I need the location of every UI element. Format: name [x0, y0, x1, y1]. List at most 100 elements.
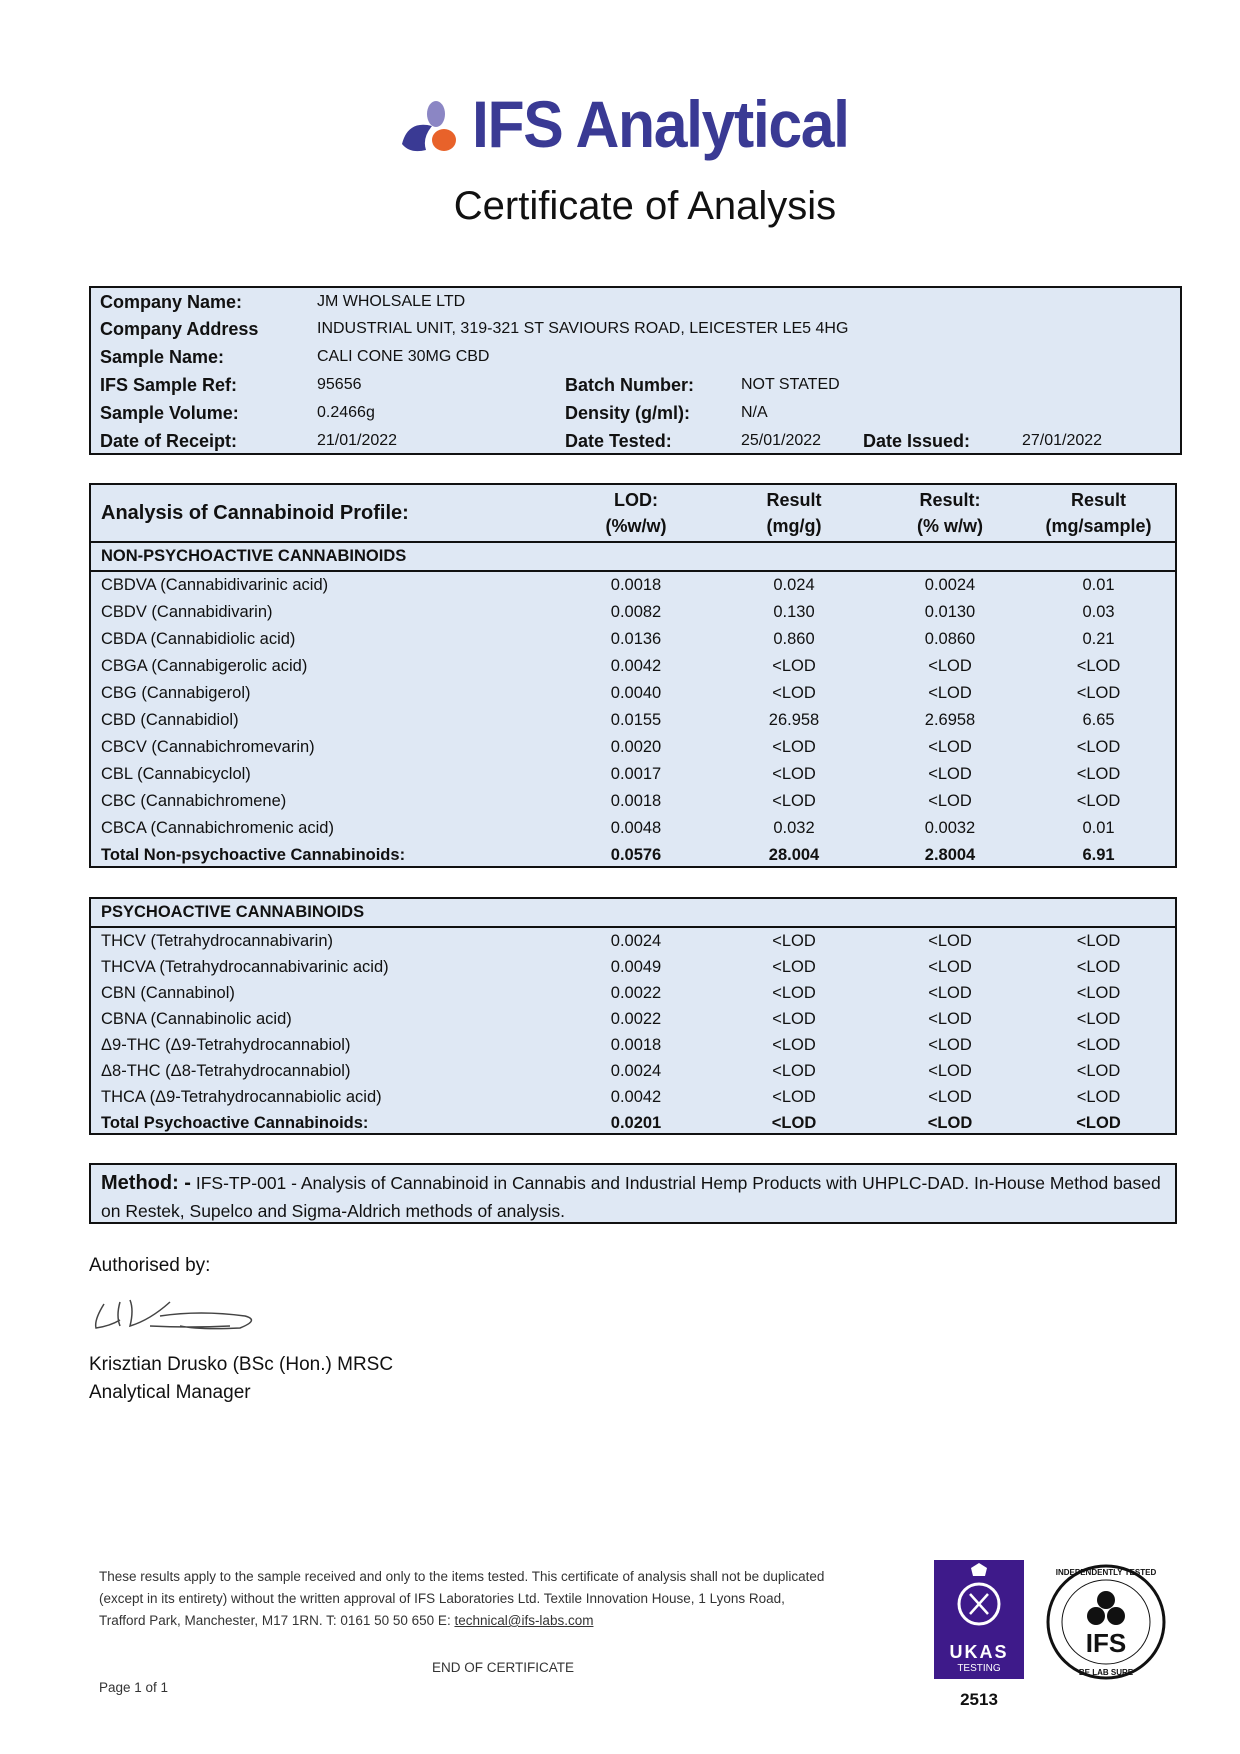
result-percent: 0.0032 [924, 819, 976, 837]
lod-value: 0.0022 [610, 1009, 662, 1028]
compound-name: CBDA (Cannabidiolic acid) [101, 630, 296, 648]
table-row: CBGA (Cannabigerolic acid) 0.0042 <LOD <LOD… [91, 653, 1175, 680]
column-header-lod: LOD: (%w/w) [605, 490, 667, 536]
compound-name: CBGA (Cannabigerolic acid) [101, 657, 308, 675]
non-psychoactive-table: Analysis of Cannabinoid Profile: LOD: (%w… [89, 483, 1177, 868]
compound-name: THCV (Tetrahydrocannabivarin) [101, 931, 334, 950]
ukas-text: UKAS [949, 1642, 1009, 1662]
psychoactive-table: PSYCHOACTIVE CANNABINOIDS THCV (Tetrahyd… [89, 897, 1177, 1135]
table-row: CBCA (Cannabichromenic acid) 0.0048 0.032 0… [91, 815, 1175, 842]
date-tested-label: Date Tested: [565, 431, 672, 451]
result-mg-g: <LOD [772, 957, 816, 976]
sample-ref-label: IFS Sample Ref: [100, 375, 238, 395]
result-mg-g: <LOD [772, 684, 816, 702]
table-title: Analysis of Cannabinoid Profile: [101, 502, 409, 524]
ukas-crown-icon [957, 1563, 1001, 1626]
result-mg-sample: <LOD [1076, 1061, 1121, 1080]
logo-text: IFS Analytical [472, 87, 850, 161]
result-mg-sample: <LOD [1076, 1087, 1121, 1106]
sample-name-label: Sample Name: [100, 347, 225, 367]
company-name-label: Company Name: [100, 292, 243, 312]
result-percent: <LOD [928, 1035, 972, 1054]
result-mg-sample: <LOD [1076, 657, 1121, 675]
density: N/A [741, 404, 768, 421]
result-mg-g: <LOD [772, 983, 816, 1002]
result-mg-g: 0.860 [773, 630, 815, 648]
result-mg-g: <LOD [772, 657, 816, 675]
lod-value: 0.0020 [610, 738, 662, 756]
result-mg-sample: <LOD [1076, 738, 1121, 756]
result-mg-sample: 0.03 [1082, 603, 1115, 621]
lod-value: 0.0155 [610, 711, 662, 729]
table-row: THCV (Tetrahydrocannabivarin) 0.0024 <LOD <… [91, 928, 1175, 954]
ifs-logo-mark-icon [402, 101, 456, 152]
date-receipt: 21/01/2022 [317, 432, 398, 449]
email-link[interactable]: technical@ifs-labs.com [454, 1613, 594, 1628]
compound-name: CBCA (Cannabichromenic acid) [101, 819, 334, 837]
lod-value: 0.0017 [610, 765, 662, 783]
total-result-mg-sample: <LOD [1076, 1113, 1121, 1132]
table-row: Δ9-THC (Δ9-Tetrahydrocannabiol) 0.0018 <LO… [91, 1032, 1175, 1058]
result-percent: <LOD [928, 957, 972, 976]
result-mg-g: 0.032 [773, 819, 815, 837]
result-mg-sample: 0.01 [1082, 819, 1115, 837]
result-mg-g: <LOD [772, 1009, 816, 1028]
table-row: THCVA (Tetrahydrocannabivarinic acid) 0.0… [91, 954, 1175, 980]
compound-name: CBCV (Cannabichromevarin) [101, 738, 315, 756]
result-mg-g: 26.958 [768, 711, 820, 729]
compound-name: CBL (Cannabicyclol) [101, 765, 251, 783]
sample-name: CALI CONE 30MG CBD [317, 348, 490, 365]
result-mg-g: <LOD [772, 1061, 816, 1080]
compound-name: THCA (Δ9-Tetrahydrocannabiolic acid) [101, 1087, 382, 1106]
lod-value: 0.0042 [610, 1087, 662, 1106]
result-percent: <LOD [928, 931, 972, 950]
method-label: Method: - [101, 1172, 191, 1194]
disclaimer-line-1: These results apply to the sample receiv… [99, 1569, 825, 1584]
compound-name: CBDV (Cannabidivarin) [101, 603, 273, 621]
column-header-percent: Result: (% w/w) [917, 490, 983, 536]
total-result-mg-sample: 6.91 [1082, 846, 1115, 864]
compound-name: Δ9-THC (Δ9-Tetrahydrocannabiol) [101, 1035, 351, 1054]
table-row: THCA (Δ9-Tetrahydrocannabiolic acid) 0.00… [91, 1084, 1175, 1110]
lod-value: 0.0018 [610, 792, 662, 810]
company-name: JM WHOLSALE LTD [317, 293, 466, 310]
lod-value: 0.0048 [610, 819, 662, 837]
lod-value: 0.0136 [610, 630, 662, 648]
result-percent: 0.0860 [924, 630, 976, 648]
result-mg-sample: <LOD [1076, 983, 1121, 1002]
section-heading: NON-PSYCHOACTIVE CANNABINOIDS [91, 543, 1175, 572]
result-mg-sample: <LOD [1076, 1035, 1121, 1054]
table-row: CBDV (Cannabidivarin) 0.0082 0.130 0.0130 0.… [91, 599, 1175, 626]
svg-text:BE LAB SURE: BE LAB SURE [1079, 1668, 1134, 1677]
ukas-number: 2513 [960, 1690, 998, 1709]
lod-value: 0.0042 [610, 657, 662, 675]
compound-name: CBDVA (Cannabidivarinic acid) [101, 576, 329, 594]
date-receipt-label: Date of Receipt: [100, 431, 238, 451]
density-label: Density (g/ml): [565, 403, 691, 423]
result-percent: <LOD [928, 1061, 972, 1080]
sample-volume-label: Sample Volume: [100, 403, 239, 423]
lod-value: 0.0022 [610, 983, 662, 1002]
total-result-mg-g: 28.004 [768, 846, 820, 864]
result-percent: 0.0130 [924, 603, 976, 621]
sample-volume: 0.2466g [317, 404, 375, 421]
total-compound-name: Total Non-psychoactive Cannabinoids: [101, 846, 406, 864]
date-issued: 27/01/2022 [1022, 432, 1103, 449]
result-percent: <LOD [928, 684, 972, 702]
lod-value: 0.0082 [610, 603, 662, 621]
result-mg-g: 0.024 [773, 576, 815, 594]
company-address: INDUSTRIAL UNIT, 319-321 ST SAVIOURS ROA… [317, 320, 849, 337]
table-row: Δ8-THC (Δ8-Tetrahydrocannabiol) 0.0024 <LO… [91, 1058, 1175, 1084]
disclaimer-line-2: (except in its entirety) without the wri… [99, 1591, 785, 1606]
compound-name: THCVA (Tetrahydrocannabivarinic acid) [101, 957, 389, 976]
compound-name: CBN (Cannabinol) [101, 983, 235, 1002]
result-mg-g: <LOD [772, 765, 816, 783]
result-mg-g: <LOD [772, 792, 816, 810]
total-result-percent: 2.8004 [924, 846, 976, 864]
total-result-percent: <LOD [927, 1113, 973, 1132]
method-box: Method: - IFS-TP-001 - Analysis of Canna… [89, 1163, 1177, 1224]
table-row: CBCV (Cannabichromevarin) 0.0020 <LOD <LOD <… [91, 734, 1175, 761]
batch-number-label: Batch Number: [565, 375, 695, 395]
result-mg-sample: <LOD [1076, 684, 1121, 702]
